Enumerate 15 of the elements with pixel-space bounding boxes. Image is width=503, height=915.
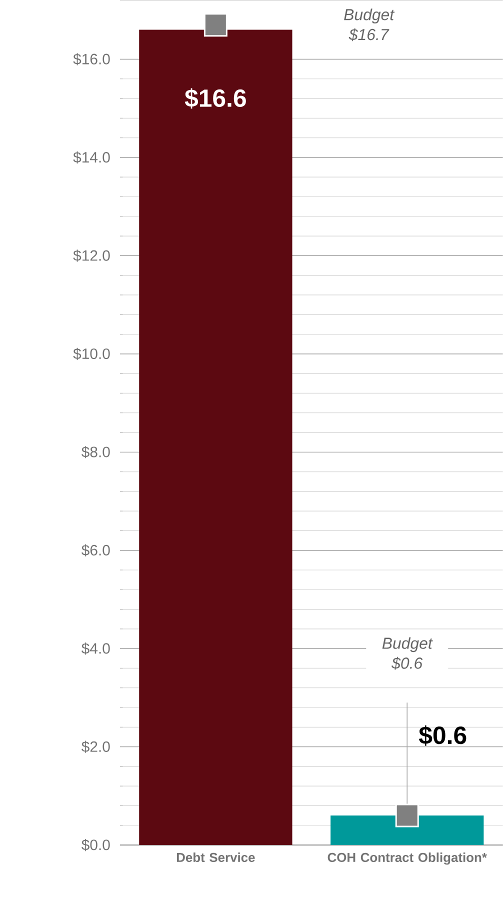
data-label: $16.6: [184, 88, 246, 109]
annotation: Budget $16.7: [344, 8, 395, 42]
y-tick-label: $8.0: [81, 446, 110, 458]
data-label: $0.6: [418, 725, 466, 746]
x-tick-label: COH Contract Obligation*: [328, 852, 487, 865]
y-tick-label: $0.0: [81, 838, 110, 852]
y-tick-label: $14.0: [73, 151, 110, 164]
x-tick-label: Debt Service: [176, 852, 255, 862]
y-tick-label: $4.0: [81, 642, 110, 655]
y-tick-label: $16.0: [73, 53, 110, 66]
y-tick-label: $6.0: [81, 544, 110, 556]
y-tick-label: $10.0: [73, 348, 110, 360]
y-tick-label: $12.0: [73, 250, 110, 262]
y-tick-label: $2.0: [81, 740, 110, 753]
annotation: Budget $0.6: [382, 637, 433, 670]
